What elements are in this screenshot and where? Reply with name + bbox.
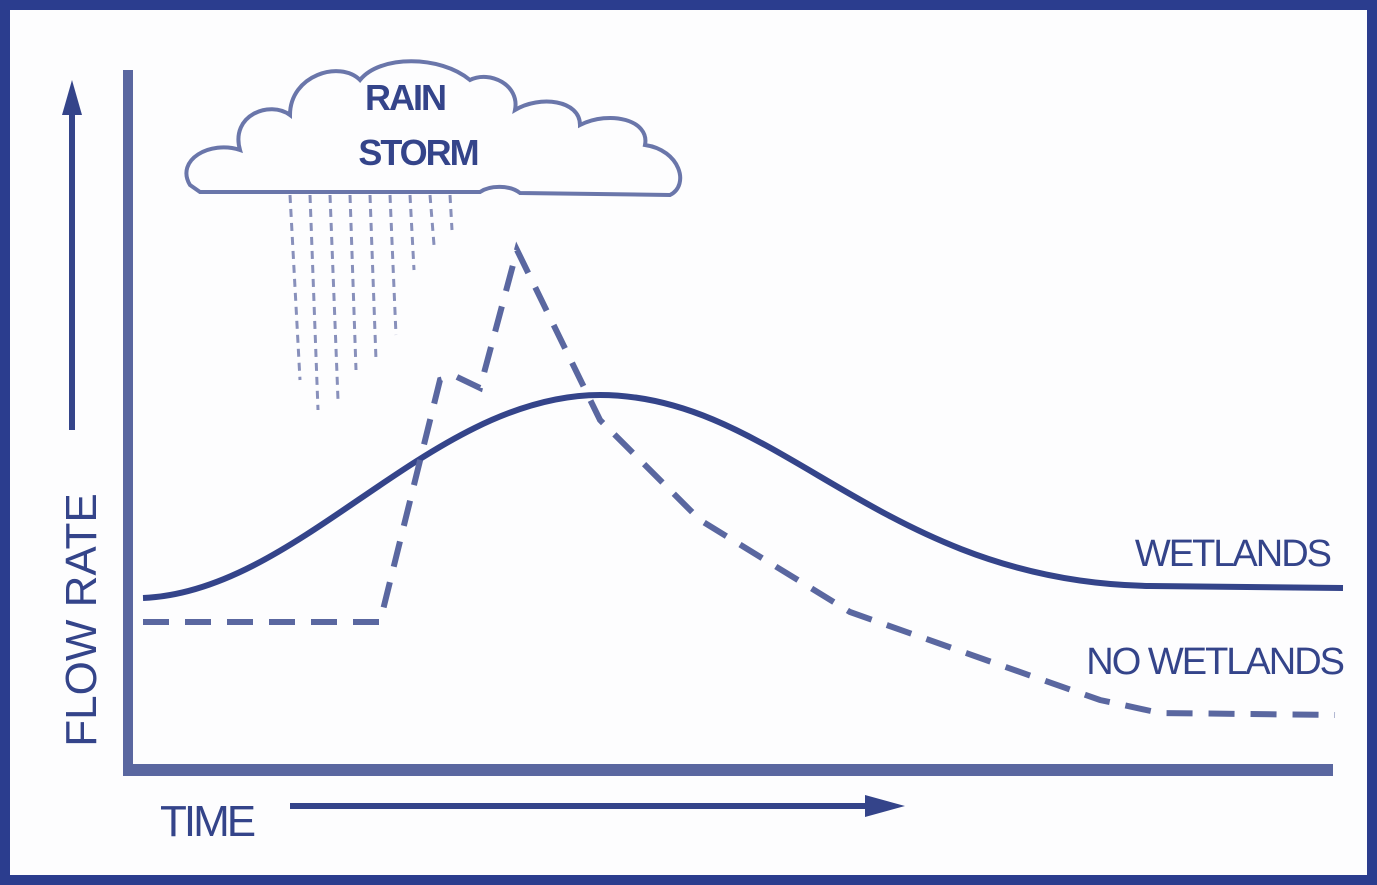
y-label: FLOW RATE [57, 493, 106, 746]
x-label: TIME [160, 797, 255, 846]
curve-label: WETLANDS [1135, 533, 1331, 575]
page: FLOW RATE TIME RAIN STORM WETLANDS NO WE… [0, 0, 1377, 885]
cloud-line: STORM [358, 132, 477, 173]
frame [5, 5, 1372, 880]
curve-label: NO WETLANDS [1086, 641, 1343, 683]
diagram: FLOW RATE TIME RAIN STORM WETLANDS NO WE… [0, 0, 1377, 885]
cloud-line: RAIN [365, 77, 445, 118]
